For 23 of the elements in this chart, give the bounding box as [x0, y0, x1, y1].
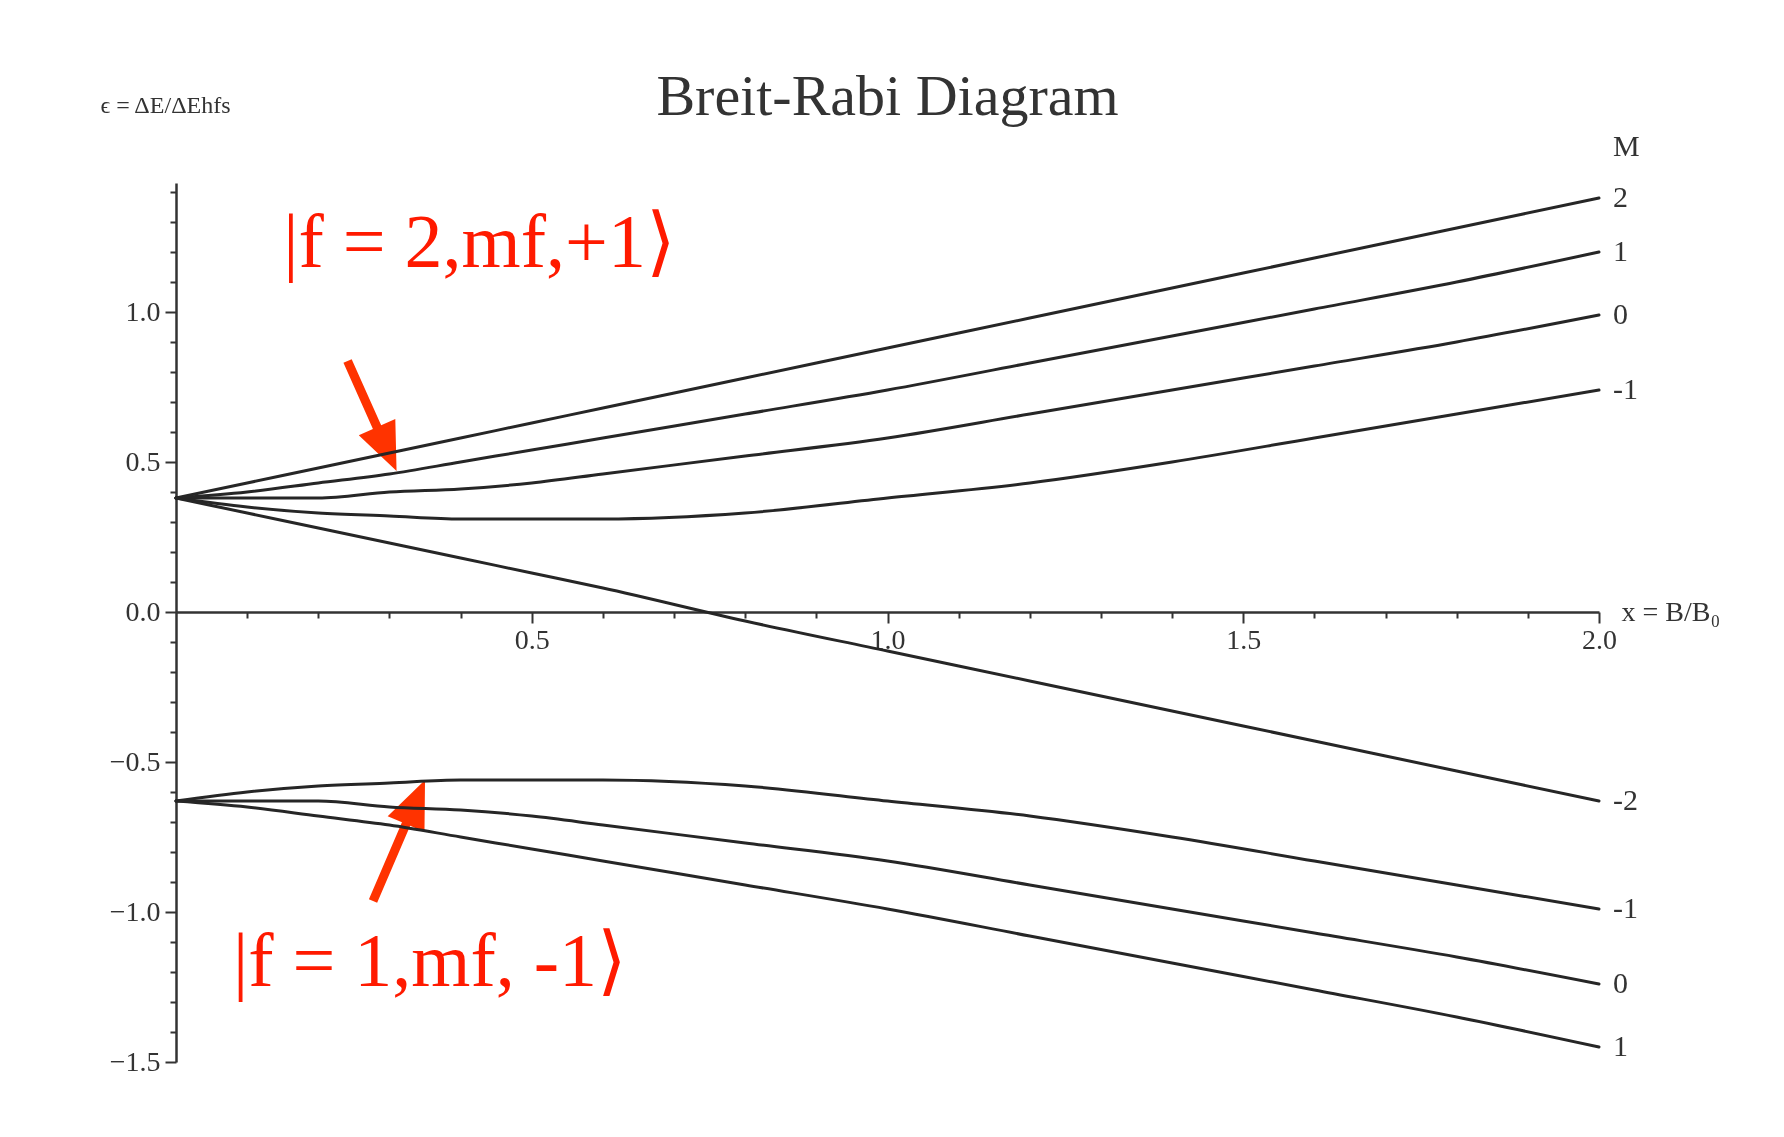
series-label: 1: [1613, 1029, 1628, 1062]
series-label: 1: [1613, 234, 1628, 267]
x-tick-label: 2.0: [1582, 623, 1617, 655]
y-axis-title: ϵ = ΔE/ΔEhfs: [100, 91, 231, 118]
y-tick-label: 0.0: [125, 595, 161, 627]
series-label: -1: [1613, 372, 1638, 405]
series-label: -2: [1613, 783, 1638, 816]
series-label: -1: [1613, 891, 1638, 924]
x-tick-label: 1.5: [1226, 623, 1262, 655]
series-label: 0: [1613, 297, 1628, 330]
x-axis-title: x = B/B₀: [1621, 595, 1721, 627]
legend-title: M: [1613, 129, 1640, 162]
series-label: 0: [1613, 966, 1628, 999]
y-tick-label: −1.5: [109, 1045, 161, 1077]
y-tick-label: −1.0: [109, 895, 161, 927]
y-tick-label: 0.5: [125, 445, 161, 477]
series-label: 2: [1613, 180, 1628, 213]
y-tick-label: 1.0: [125, 295, 161, 327]
y-tick-label: −0.5: [109, 745, 161, 777]
x-tick-label: 0.5: [514, 623, 550, 655]
chart-title: Breit-Rabi Diagram: [656, 63, 1119, 128]
annotation: |f = 1,mf, -1⟩: [232, 918, 628, 1002]
annotation: |f = 2,mf,+1⟩: [283, 199, 676, 283]
